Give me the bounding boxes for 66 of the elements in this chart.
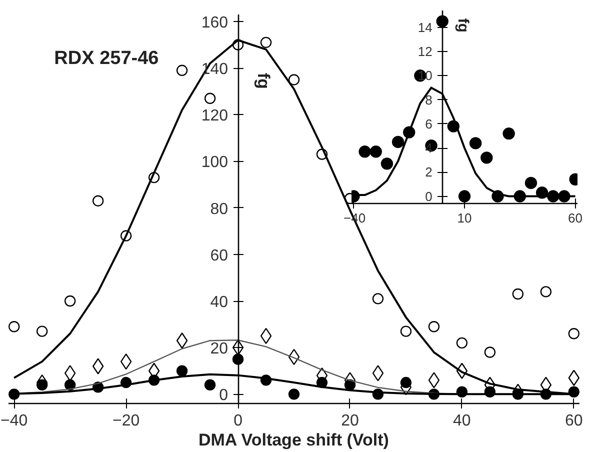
y-tick-label: 2 (425, 164, 432, 180)
x-tick-label: 40 (453, 412, 471, 430)
point (372, 365, 384, 382)
point (392, 136, 404, 148)
point (540, 286, 552, 298)
y-tick-label: 160 (201, 14, 228, 32)
y-axis-title: fg (454, 18, 472, 32)
y-tick-label: 14 (418, 20, 432, 35)
point (400, 326, 412, 337)
point (64, 365, 76, 382)
y-tick-label: 20 (210, 340, 228, 358)
point (484, 346, 496, 358)
y-tick-label: 8 (425, 92, 432, 108)
x-tick-label: −20 (112, 412, 140, 430)
point (288, 74, 300, 86)
point (204, 92, 216, 104)
x-tick-label: 20 (341, 412, 359, 430)
point (64, 379, 76, 390)
point (428, 321, 440, 332)
y-tick-label: 100 (201, 154, 228, 172)
y-tick-label: 60 (210, 247, 228, 264)
y-tick-label: 12 (418, 44, 432, 60)
point (176, 64, 188, 76)
point (568, 328, 580, 340)
x-tick-label: 0 (234, 412, 243, 430)
point (524, 176, 538, 190)
point (64, 295, 76, 307)
point (260, 328, 272, 344)
point (92, 195, 104, 206)
text: RDX 257-46 (54, 48, 159, 69)
point (176, 365, 188, 376)
x-tick-label: 10 (457, 210, 472, 226)
point (380, 158, 394, 170)
point (120, 353, 132, 370)
y-tick-label: 0 (219, 387, 228, 404)
point (204, 379, 216, 390)
point (36, 326, 48, 337)
y-axis-title: fg (254, 72, 274, 89)
point (36, 379, 48, 390)
point (8, 321, 20, 332)
point (502, 127, 515, 140)
point (370, 146, 382, 158)
x-tick-label: −40 (0, 412, 28, 430)
y-tick-label: 40 (210, 294, 228, 312)
point (469, 137, 482, 150)
point (400, 376, 412, 388)
point (232, 354, 244, 365)
point (568, 386, 580, 398)
y-tick-label: 6 (425, 116, 432, 132)
point (458, 190, 471, 202)
y-tick-label: 80 (210, 200, 228, 218)
x-axis-title: DMA Voltage shift (Volt) (198, 430, 389, 450)
point (176, 332, 188, 349)
point (372, 293, 384, 304)
point (512, 288, 524, 300)
point (480, 152, 493, 164)
point (288, 388, 300, 400)
x-tick-label: 60 (565, 412, 583, 430)
y-tick-label: 120 (201, 108, 228, 125)
x-tick-label: 60 (568, 210, 583, 226)
y-tick-label: 0 (425, 188, 432, 204)
point (428, 372, 440, 388)
point (358, 146, 371, 158)
point (456, 337, 468, 349)
point (92, 358, 104, 374)
point (260, 36, 272, 48)
